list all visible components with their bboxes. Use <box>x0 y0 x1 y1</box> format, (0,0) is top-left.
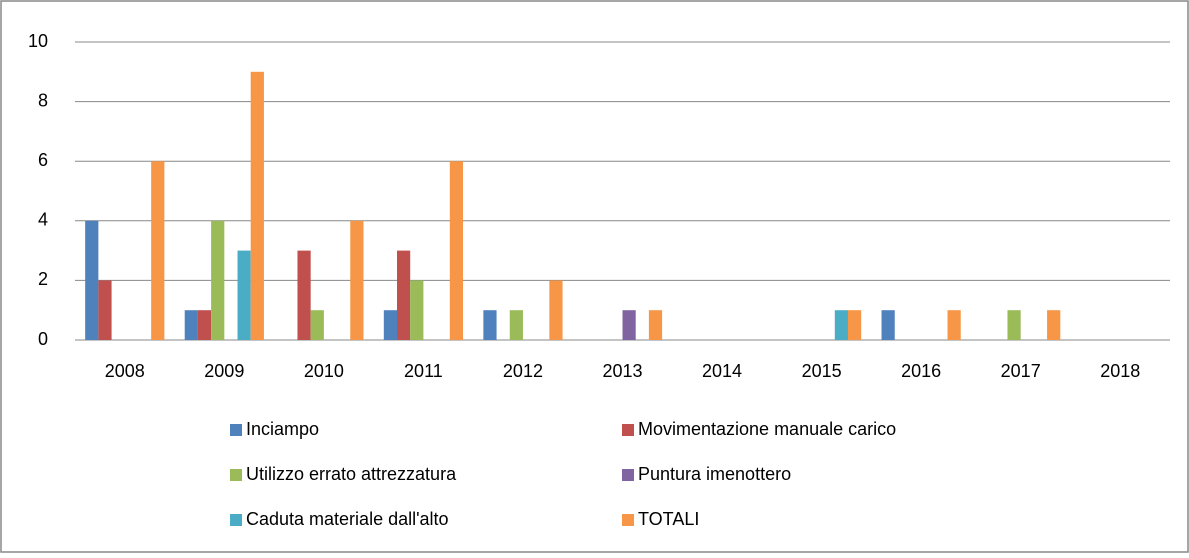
legend-swatch <box>230 424 242 436</box>
x-tick-label: 2017 <box>1001 361 1041 381</box>
legend-label: Puntura imenottero <box>638 464 791 484</box>
bar <box>85 220 99 340</box>
legend-label: Movimentazione manuale carico <box>638 419 896 439</box>
bar <box>1047 310 1061 340</box>
x-tick-label: 2016 <box>901 361 941 381</box>
x-tick-label: 2018 <box>1100 361 1140 381</box>
bar <box>383 310 398 340</box>
legend-swatch <box>230 469 242 481</box>
x-tick-label: 2009 <box>204 361 244 381</box>
x-tick-label: 2011 <box>404 361 443 381</box>
legend-label: Inciampo <box>246 419 319 439</box>
bar <box>648 310 663 340</box>
legend-swatch <box>622 424 634 436</box>
x-tick-label: 2013 <box>602 361 642 381</box>
y-tick-label: 8 <box>38 90 48 110</box>
bar <box>847 310 862 340</box>
legend-swatch <box>230 514 242 526</box>
y-tick-label: 6 <box>38 150 48 170</box>
legend-label: Utilizzo errato attrezzatura <box>246 464 457 484</box>
bar <box>622 310 636 340</box>
bar <box>1007 310 1021 340</box>
y-tick-label: 0 <box>38 329 48 349</box>
x-tick-label: 2015 <box>802 361 842 381</box>
bar <box>881 310 895 340</box>
x-tick-label: 2012 <box>503 361 543 381</box>
y-tick-label: 4 <box>38 210 48 230</box>
bar <box>397 250 411 340</box>
bar <box>483 310 497 340</box>
y-tick-label: 2 <box>38 269 48 289</box>
x-tick-label: 2010 <box>304 361 344 381</box>
bar <box>151 161 165 340</box>
x-tick-label: 2014 <box>702 361 742 381</box>
bar <box>834 310 848 340</box>
bar <box>310 310 324 340</box>
bar <box>250 71 264 341</box>
bar <box>509 310 523 340</box>
legend-swatch <box>622 514 634 526</box>
bar <box>549 280 563 340</box>
bar <box>449 161 464 340</box>
bar <box>98 280 112 340</box>
bar <box>211 220 225 340</box>
bar <box>410 280 424 340</box>
bar <box>350 220 364 340</box>
bar <box>237 250 251 340</box>
y-tick-label: 10 <box>28 31 48 51</box>
bar <box>947 310 961 340</box>
bar <box>197 310 212 340</box>
legend-label: Caduta materiale dall'alto <box>246 509 449 529</box>
legend-label: TOTALI <box>638 509 699 529</box>
legend-swatch <box>622 469 634 481</box>
x-tick-label: 2008 <box>105 361 145 381</box>
bar <box>184 310 198 340</box>
bar <box>297 250 311 340</box>
